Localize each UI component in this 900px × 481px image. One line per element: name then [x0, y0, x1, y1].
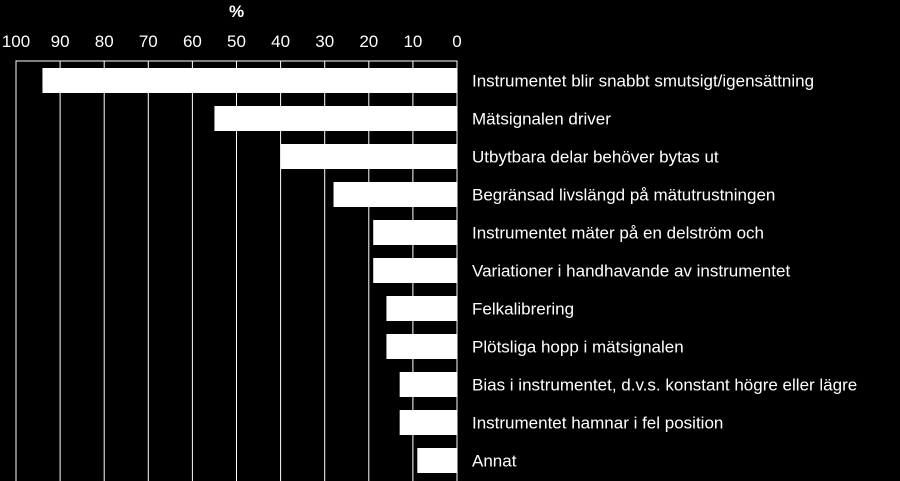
- bar: [373, 258, 457, 283]
- category-label: Bias i instrumentet, d.v.s. konstant hög…: [472, 376, 857, 395]
- bar: [214, 106, 457, 131]
- x-tick-labels: 100 90 80 70 60 50 40 30 20 10 0: [2, 32, 462, 51]
- x-tick-label: 90: [51, 32, 70, 51]
- x-tick-label: 50: [227, 32, 246, 51]
- x-tick-label: 70: [139, 32, 158, 51]
- x-tick-label: 100: [2, 32, 30, 51]
- category-label: Variationer i handhavande av instrumente…: [472, 262, 790, 281]
- category-label: Instrumentet blir snabbt smutsigt/igensä…: [472, 72, 814, 91]
- unit-label: %: [229, 2, 244, 21]
- bar: [417, 448, 457, 473]
- category-label: Annat: [472, 452, 517, 471]
- category-label: Begränsad livslängd på mätutrustningen: [472, 186, 775, 205]
- x-tick-label: 0: [452, 32, 461, 51]
- category-label: Utbytbara delar behöver bytas ut: [472, 148, 719, 167]
- bar: [386, 334, 457, 359]
- bar: [373, 220, 457, 245]
- x-tick-label: 10: [403, 32, 422, 51]
- x-tick-label: 40: [271, 32, 290, 51]
- category-label: Plötsliga hopp i mätsignalen: [472, 338, 684, 357]
- bar: [386, 296, 457, 321]
- bar: [333, 182, 457, 207]
- x-tick-label: 80: [95, 32, 114, 51]
- x-tick-label: 60: [183, 32, 202, 51]
- category-label: Mätsignalen driver: [472, 110, 611, 129]
- category-labels: Instrumentet blir snabbt smutsigt/igensä…: [472, 72, 857, 471]
- bar: [42, 68, 458, 93]
- bar: [280, 144, 457, 169]
- bar: [399, 372, 457, 397]
- category-label: Instrumentet hamnar i fel position: [472, 414, 723, 433]
- x-tick-label: 20: [359, 32, 378, 51]
- category-label: Instrumentet mäter på en delström och: [472, 224, 764, 243]
- x-tick-label: 30: [315, 32, 334, 51]
- bar: [399, 410, 457, 435]
- category-label: Felkalibrering: [472, 300, 574, 319]
- bars: [42, 68, 458, 473]
